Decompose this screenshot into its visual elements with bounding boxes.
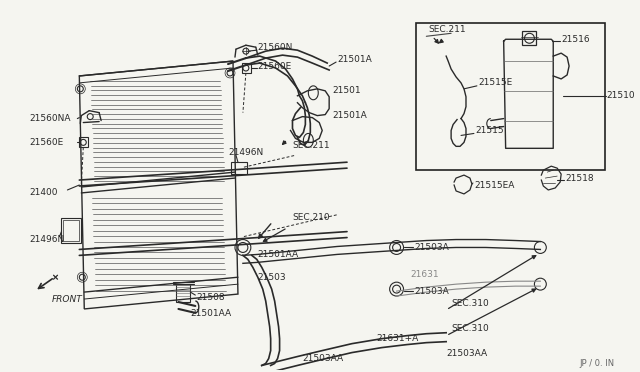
Text: 21501A: 21501A: [332, 111, 367, 120]
Text: 21501AA: 21501AA: [190, 310, 232, 318]
Text: 21501AA: 21501AA: [258, 250, 299, 259]
Text: SEC.310: SEC.310: [451, 324, 489, 333]
Text: 21503: 21503: [258, 273, 287, 282]
Text: 21560NA: 21560NA: [29, 114, 71, 123]
Text: SEC.211: SEC.211: [428, 25, 466, 34]
Text: 21503AA: 21503AA: [302, 354, 344, 363]
Text: 21560E: 21560E: [29, 138, 64, 147]
Text: 21631+A: 21631+A: [377, 334, 419, 343]
Bar: [417, 23, 605, 170]
Bar: [61, 218, 81, 243]
Text: SEC.310: SEC.310: [451, 299, 489, 308]
Text: 21631: 21631: [410, 270, 439, 279]
Text: SEC.211: SEC.211: [292, 141, 330, 150]
Text: 21496N: 21496N: [29, 235, 65, 244]
Text: 21560N: 21560N: [258, 43, 293, 52]
Text: 21518: 21518: [565, 174, 594, 183]
Text: 21508: 21508: [196, 292, 225, 302]
Text: 21503AA: 21503AA: [446, 349, 487, 358]
Text: 21560E: 21560E: [258, 61, 292, 71]
Text: 21515E: 21515E: [478, 78, 512, 87]
Text: FRONT: FRONT: [52, 295, 83, 304]
Text: 21501A: 21501A: [337, 55, 372, 64]
Text: 21510: 21510: [607, 91, 636, 100]
Text: JP / 0. IN: JP / 0. IN: [580, 359, 614, 368]
Bar: [79, 137, 88, 147]
Bar: [177, 284, 190, 302]
Text: 21516: 21516: [561, 35, 590, 44]
Bar: [242, 63, 251, 73]
Text: 21503A: 21503A: [415, 243, 449, 252]
Text: 21503A: 21503A: [415, 286, 449, 296]
Text: SEC.210: SEC.210: [292, 213, 330, 222]
Text: 21501: 21501: [332, 86, 361, 95]
Text: 21515: 21515: [475, 126, 504, 135]
Text: 21400: 21400: [29, 189, 58, 198]
Bar: [522, 31, 536, 45]
Text: 21515EA: 21515EA: [474, 180, 515, 189]
Bar: [63, 220, 79, 241]
Text: 21496N: 21496N: [228, 148, 263, 157]
Bar: [231, 162, 247, 174]
